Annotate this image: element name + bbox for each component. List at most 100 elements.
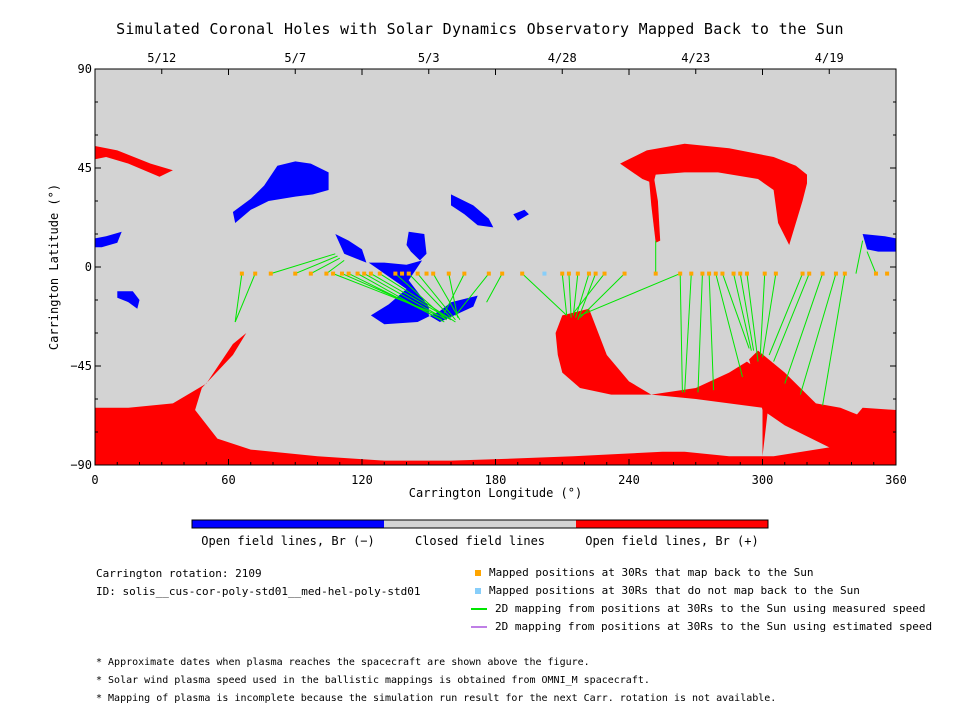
mapped-point [462, 271, 467, 276]
field-regions [95, 143, 896, 465]
mapped-point [738, 271, 743, 276]
mapped-point [842, 271, 847, 276]
date-tick-label: 5/7 [284, 51, 306, 65]
measured-mapping-line [822, 273, 846, 406]
measured-mapping-line [432, 273, 461, 321]
mapped-point [720, 271, 725, 276]
measured-mapping-line [855, 240, 864, 274]
legend-estimated-label: 2D mapping from positions at 30Rs to the… [495, 620, 933, 633]
open-negative-region [368, 260, 478, 325]
colorbar-frame [191, 519, 769, 529]
colorbar-negative [192, 520, 384, 528]
x-tick-label: 240 [618, 473, 640, 487]
legend-measured-label: 2D mapping from positions at 30Rs to the… [495, 602, 926, 615]
measured-mapping-line [773, 273, 810, 362]
measured-mapping-line [395, 273, 447, 321]
colorbar-negative-label: Open field lines, Br (−) [201, 534, 375, 548]
open-positive-region [555, 308, 770, 457]
x-tick-label: 300 [752, 473, 774, 487]
measured-mapping-line [799, 273, 837, 395]
open-negative-region [232, 161, 329, 223]
measured-mapping-line [721, 273, 750, 349]
mapped-point [368, 271, 373, 276]
x-tick-label: 360 [885, 473, 907, 487]
legend-estimated-marker [471, 625, 487, 628]
mapped-point [575, 271, 580, 276]
open-negative-region [406, 231, 427, 261]
measured-mapping-line [679, 273, 683, 393]
mapped-point [885, 271, 890, 276]
mapped-point [253, 271, 258, 276]
measured-mapping-line [408, 273, 452, 318]
measured-mapping-line [234, 273, 256, 323]
open-negative-region [117, 291, 140, 309]
mapped-point [773, 271, 778, 276]
date-tick-label: 5/3 [418, 51, 440, 65]
measured-mapping-line [486, 273, 503, 303]
mapped-point [486, 271, 491, 276]
mapped-point [362, 271, 367, 276]
legend-unmapped-label: Mapped positions at 30Rs that do not map… [489, 584, 860, 597]
mapped-point [346, 271, 351, 276]
mapped-point [744, 271, 749, 276]
open-negative-region [862, 234, 896, 252]
mapped-point [678, 271, 683, 276]
date-tick-label: 4/23 [681, 51, 710, 65]
mapped-point [268, 271, 273, 276]
measured-mapping-line [762, 273, 777, 358]
colorbar-closed [384, 520, 576, 528]
mapped-point [731, 271, 736, 276]
simulation-id: ID: solis__cus-cor-poly-std01__med-hel-p… [96, 585, 421, 598]
measured-mapping-line [759, 273, 766, 356]
open-positive-region [95, 146, 173, 177]
colorbar-positive [576, 520, 768, 528]
mapped-point [653, 271, 658, 276]
open-positive-region [95, 333, 896, 465]
measured-mapping-line [521, 273, 568, 316]
mapped-point [602, 271, 607, 276]
mapped-point [393, 271, 398, 276]
footnote-speed-source: * Solar wind plasma speed used in the ba… [96, 675, 650, 686]
mapped-point [324, 271, 329, 276]
carrington-rotation: Carrington rotation: 2109 [96, 567, 262, 580]
y-tick-label: 45 [78, 161, 92, 175]
mapped-point [355, 271, 360, 276]
mapped-point [700, 271, 705, 276]
open-negative-region [451, 194, 494, 228]
measured-mapping-line [417, 273, 456, 321]
measured-mapping-line [768, 273, 804, 356]
legend-unmapped-marker [475, 587, 481, 594]
measured-mapping-line [739, 273, 755, 351]
mapping-lines [234, 240, 877, 406]
date-tick-label: 5/12 [147, 51, 176, 65]
mapped-point [593, 271, 598, 276]
measured-mapping-line [455, 273, 490, 316]
measured-mapping-line [357, 273, 445, 323]
measured-mapping-line [326, 259, 345, 275]
x-tick-label: 60 [221, 473, 235, 487]
legend-item-unmapped: Mapped positions at 30Rs that do not map… [475, 584, 860, 597]
x-tick-label: 0 [91, 473, 98, 487]
legend-measured-marker [471, 607, 487, 610]
open-positive-region [620, 143, 807, 245]
mapped-point [707, 271, 712, 276]
measured-mapping-line [363, 273, 447, 321]
x-tick-label: 120 [351, 473, 373, 487]
y-tick-label: 0 [85, 260, 92, 274]
footnote-dates: * Approximate dates when plasma reaches … [96, 657, 590, 668]
measured-mapping-line [784, 273, 824, 384]
measured-mapping-line [697, 273, 703, 393]
mapped-point [833, 271, 838, 276]
mapped-point [293, 271, 298, 276]
legend-item-measured: 2D mapping from positions at 30Rs to the… [471, 602, 926, 615]
mapped-point [713, 271, 718, 276]
mapped-point [415, 271, 420, 276]
mapped-point [377, 271, 382, 276]
mapped-points [239, 271, 890, 276]
mapped-point [239, 271, 244, 276]
measured-mapping-line [715, 273, 743, 378]
measured-mapping-line [572, 273, 605, 314]
mapped-point [873, 271, 878, 276]
open-positive-region [749, 350, 874, 454]
